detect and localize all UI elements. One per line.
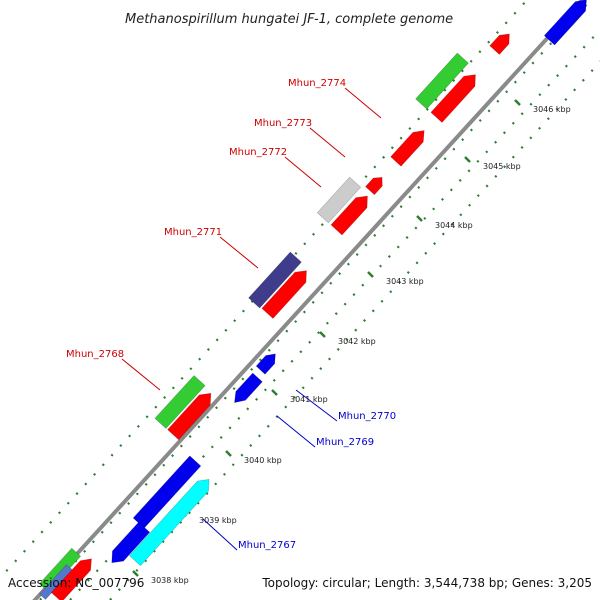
kbp-tick-label: 3046 kbp: [533, 105, 571, 114]
gene-leader-line: [219, 236, 259, 269]
kbp-tick: [132, 570, 139, 577]
gene-features: [38, 0, 587, 600]
gene-arrow[interactable]: [111, 521, 151, 564]
kbp-tick: [271, 389, 278, 396]
kbp-tick: [319, 331, 326, 338]
gene-arrow[interactable]: [50, 558, 92, 600]
gene-label[interactable]: Mhun_2774: [288, 78, 346, 89]
kbp-tick-label: 3044 kbp: [435, 221, 473, 230]
gene-arrow[interactable]: [154, 375, 206, 429]
kbp-tick-label: 3039 kbp: [199, 516, 237, 525]
kbp-tick: [464, 156, 471, 163]
kbp-tick-label: 3042 kbp: [338, 337, 376, 346]
gene-label[interactable]: Mhun_2767: [238, 540, 296, 551]
gene-arrow[interactable]: [415, 52, 469, 110]
kbp-tick-label: 3040 kbp: [244, 456, 282, 465]
map-title: Methanospirillum hungatei JF-1, complete…: [125, 12, 453, 27]
gene-leader-line: [202, 518, 238, 551]
dotted-guide-line: [39, 0, 593, 600]
gene-arrow[interactable]: [543, 0, 587, 46]
gene-leader-line: [295, 389, 338, 422]
dotted-guide-line: [109, 60, 600, 600]
gene-label[interactable]: Mhun_2771: [164, 227, 222, 238]
gene-arrow[interactable]: [489, 33, 510, 55]
genome-summary: Topology: circular; Length: 3,544,738 bp…: [261, 576, 592, 590]
gene-arrow[interactable]: [234, 372, 263, 403]
gene-label[interactable]: Mhun_2769: [316, 437, 374, 448]
gene-label[interactable]: Mhun_2768: [66, 349, 124, 360]
gene-label[interactable]: Mhun_2770: [338, 411, 396, 422]
genome-backbone: [32, 0, 585, 600]
kbp-tick-label: 3038 kbp: [151, 576, 189, 585]
kbp-tick-label: 3043 kbp: [386, 277, 424, 286]
gene-arrow[interactable]: [248, 251, 302, 309]
gene-arrow[interactable]: [255, 353, 276, 375]
gene-arrow[interactable]: [390, 130, 425, 167]
gene-arrow[interactable]: [430, 74, 476, 123]
accession-text: Accession: NC_007796: [8, 576, 144, 590]
gene-leader-line: [309, 127, 346, 158]
kbp-tick-label: 3045 kbp: [483, 162, 521, 171]
kbp-tick: [367, 271, 374, 278]
gene-leader-line: [276, 415, 316, 448]
gene-arrow[interactable]: [330, 195, 368, 236]
gene-leader-line: [284, 156, 322, 188]
gene-arrow[interactable]: [365, 177, 383, 196]
gene-leader-line: [344, 87, 382, 119]
kbp-tick: [225, 450, 232, 457]
gene-labels: Mhun_2774 Mhun_2773 Mhun_2772 Mhun_2771 Mhun…: [66, 78, 396, 551]
gene-arrow[interactable]: [167, 392, 212, 441]
gene-arrow[interactable]: [316, 176, 362, 224]
gene-arrow[interactable]: [261, 270, 307, 319]
gene-arrow[interactable]: [128, 479, 210, 567]
gene-label[interactable]: Mhun_2772: [229, 147, 287, 158]
gene-leader-line: [121, 358, 161, 391]
kbp-tick: [416, 215, 423, 222]
gene-label[interactable]: Mhun_2773: [254, 118, 312, 129]
kbp-tick: [514, 99, 521, 106]
